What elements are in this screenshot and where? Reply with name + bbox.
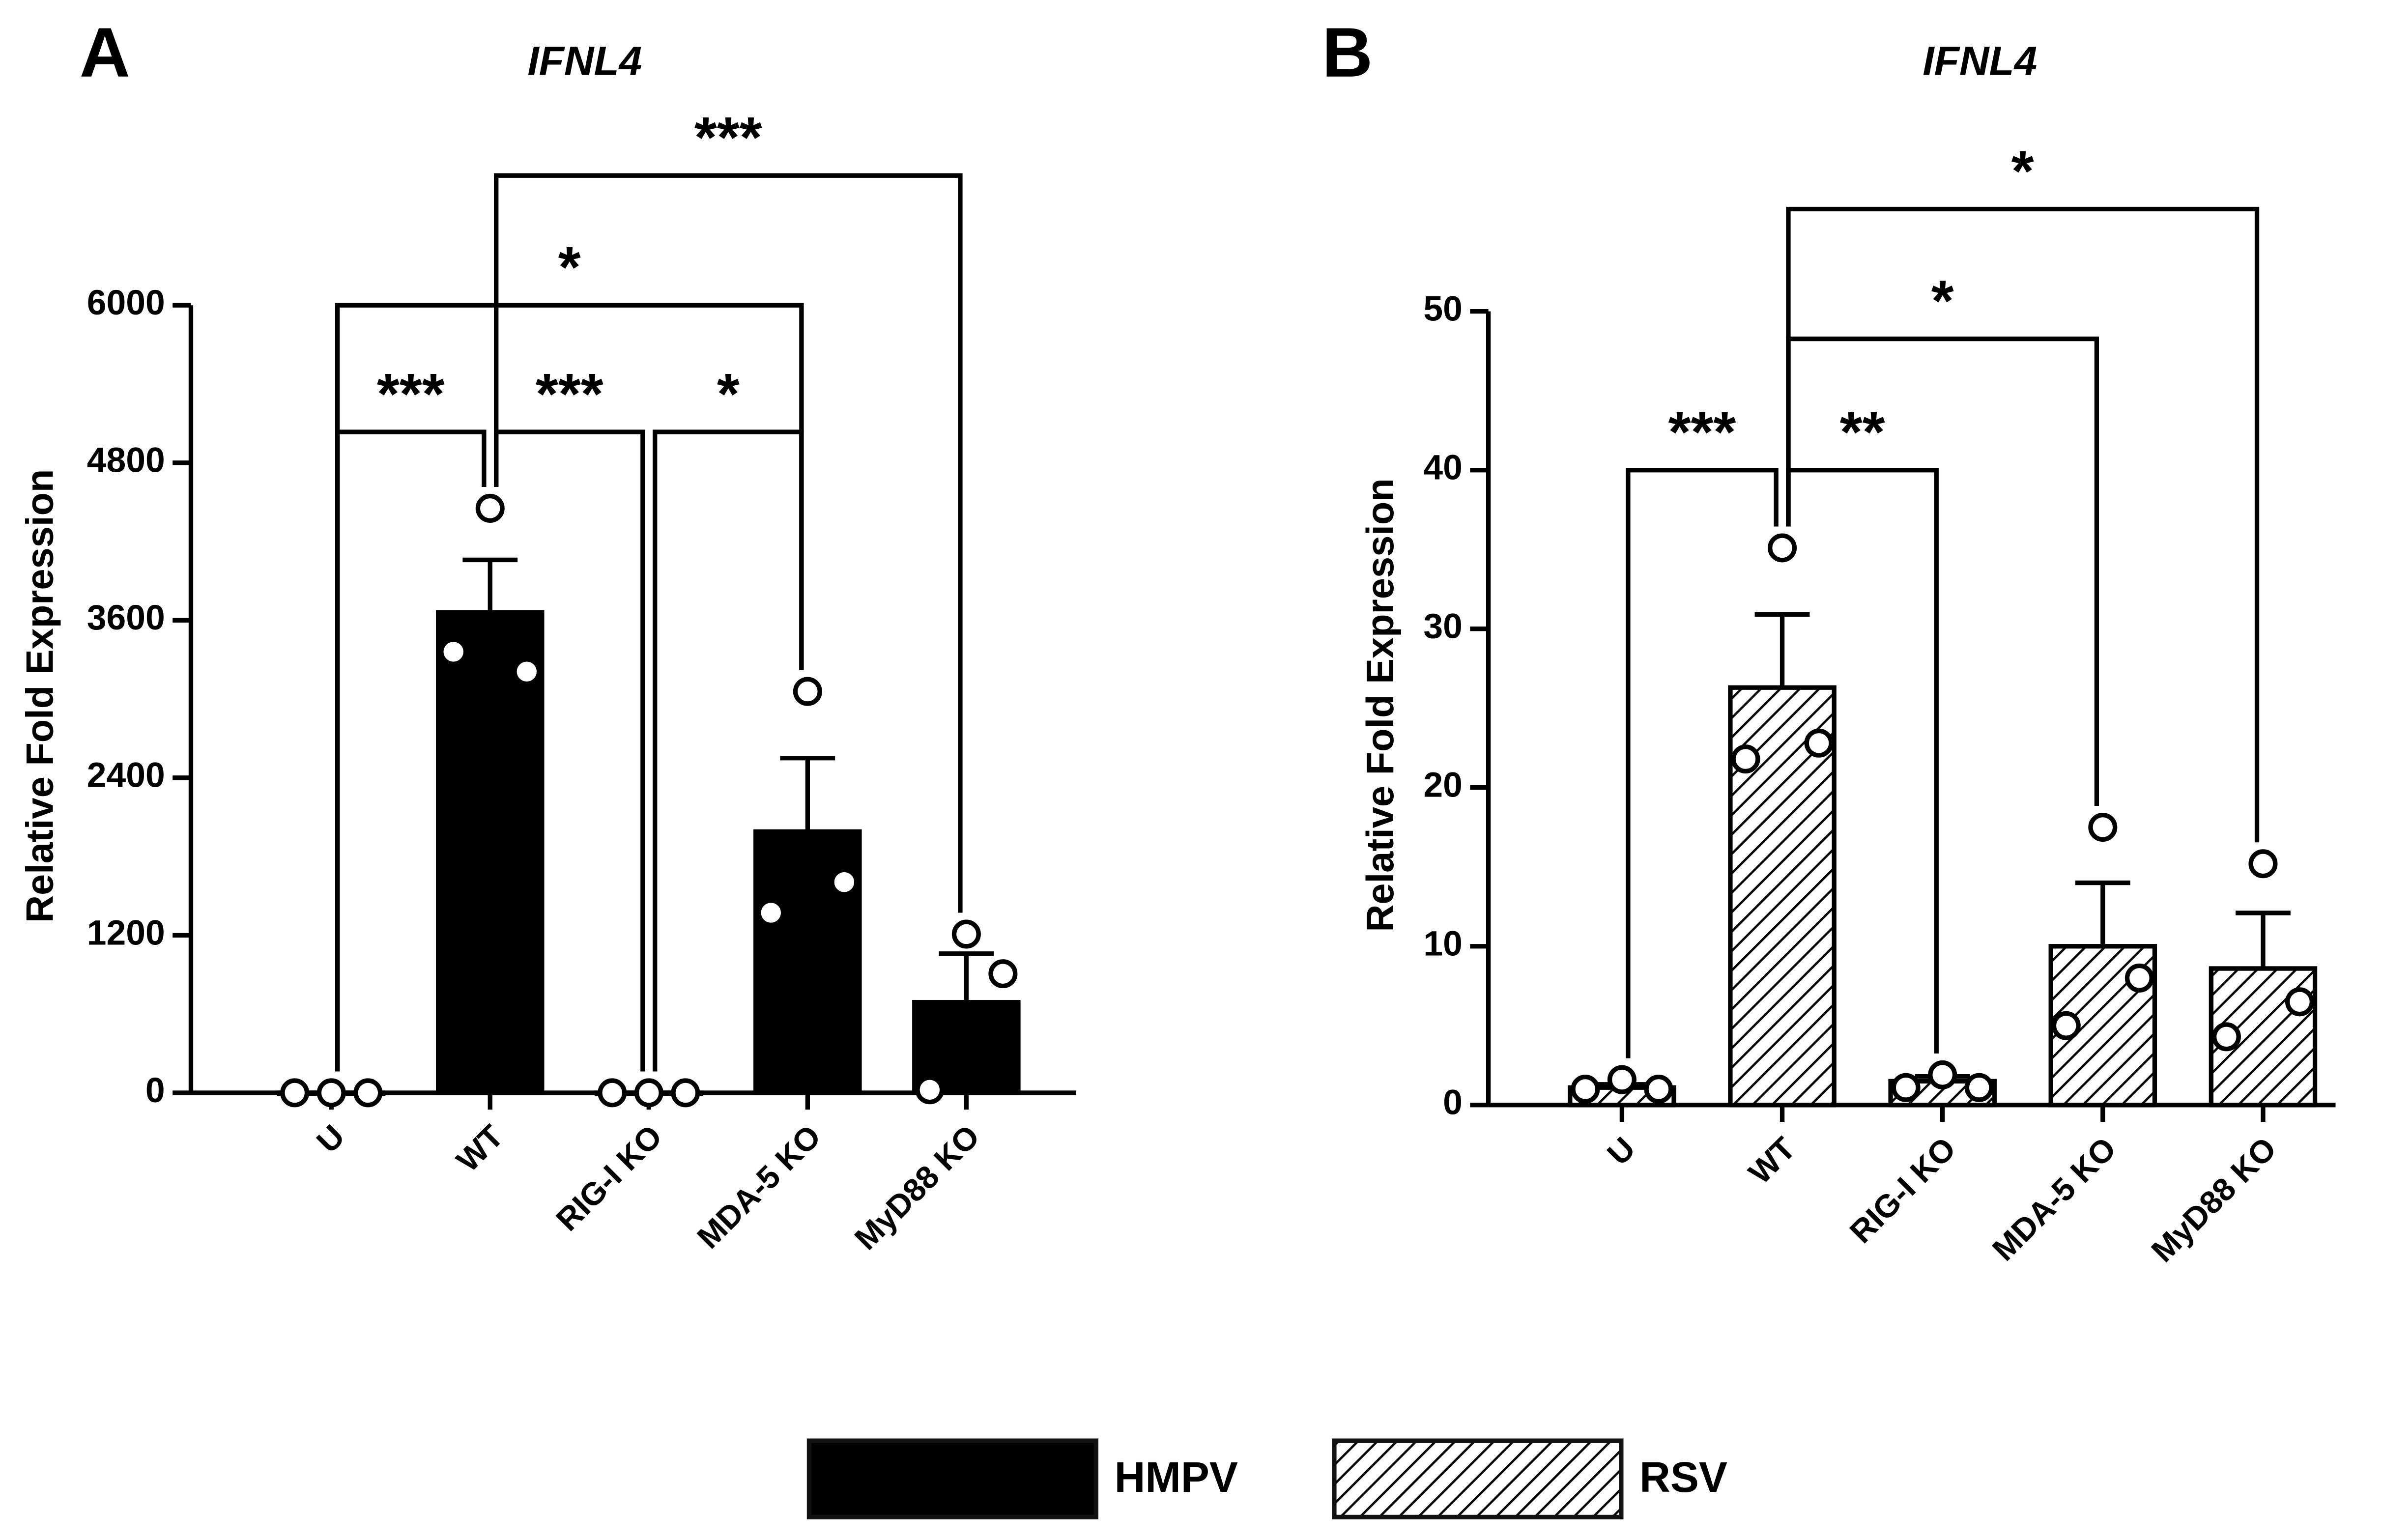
data-point <box>353 1078 383 1108</box>
chart-title: IFNL4 <box>1923 38 2037 84</box>
data-point <box>1607 1065 1637 1094</box>
x-tick-label: RIG-I KO <box>1843 1130 1963 1250</box>
y-axis-title: Relative Fold Expression <box>1359 478 1402 932</box>
significance-label: *** <box>536 362 603 427</box>
y-tick-label: 4800 <box>87 441 165 480</box>
chart-title: IFNL4 <box>527 38 642 84</box>
significance-label: * <box>558 235 581 300</box>
y-tick-label: 30 <box>1423 607 1462 646</box>
significance-label: * <box>2011 139 2034 203</box>
data-point <box>1731 744 1760 774</box>
x-tick-label: WT <box>1742 1130 1802 1191</box>
bar <box>436 610 545 1095</box>
y-tick-label: 50 <box>1423 289 1462 329</box>
data-point <box>1928 1060 1957 1089</box>
data-point <box>512 657 542 686</box>
data-point <box>915 1075 945 1105</box>
data-point <box>830 867 859 897</box>
legend-swatch <box>1332 1438 1624 1520</box>
significance-label: *** <box>694 105 762 170</box>
data-point <box>1964 1073 1994 1102</box>
y-tick-label: 40 <box>1423 448 1462 487</box>
data-point <box>1644 1074 1673 1104</box>
y-tick-label: 20 <box>1423 766 1462 805</box>
x-tick-label: MyD88 KO <box>848 1118 986 1256</box>
y-tick-label: 1200 <box>87 913 165 952</box>
x-tick-label: WT <box>450 1118 510 1178</box>
data-point <box>793 677 822 706</box>
data-point <box>2248 849 2278 879</box>
panel-label: A <box>80 14 130 92</box>
data-point <box>316 1078 346 1108</box>
chart: A IFNL4 Relative Fold Expression 0 1200 2400 3… <box>19 14 1238 1520</box>
x-tick-label: U <box>310 1118 351 1160</box>
significance-label: ** <box>1840 400 1885 465</box>
data-point <box>1571 1074 1600 1104</box>
x-tick-label: MDA-5 KO <box>690 1118 828 1255</box>
data-point <box>634 1078 663 1108</box>
data-point <box>280 1078 310 1108</box>
x-tick-label: MyD88 KO <box>2144 1130 2283 1269</box>
chart: B IFNL4 Relative Fold Expression 0 10 20 30 40 5… <box>1322 14 2336 1520</box>
significance-bracket <box>335 303 804 1072</box>
y-tick-label: 2400 <box>87 756 165 795</box>
legend-label: RSV <box>1639 1454 1727 1501</box>
data-point <box>2125 963 2154 993</box>
data-point <box>2051 1011 2081 1040</box>
data-point <box>756 898 786 927</box>
significance-label: *** <box>377 362 445 427</box>
bar <box>753 829 862 1095</box>
legend-swatch <box>806 1438 1099 1520</box>
x-tick-label: MDA-5 KO <box>1985 1130 2123 1268</box>
y-tick-label: 10 <box>1423 924 1462 964</box>
x-tick-label: U <box>1600 1130 1642 1172</box>
significance-label: * <box>1931 268 1954 333</box>
panel-label: B <box>1322 14 1373 92</box>
data-point <box>2211 1022 2241 1052</box>
significance-label: *** <box>1668 400 1736 465</box>
y-tick-label: 0 <box>1443 1083 1463 1122</box>
data-point <box>598 1078 627 1108</box>
data-point <box>439 637 468 666</box>
significance-bracket <box>1626 468 1779 1058</box>
data-point <box>988 959 1018 989</box>
data-point <box>1891 1073 1921 1102</box>
y-tick-label: 3600 <box>87 598 165 637</box>
data-point <box>2285 987 2314 1017</box>
x-tick-label: RIG-I KO <box>549 1118 669 1238</box>
data-point <box>1768 533 1797 563</box>
y-axis-title: Relative Fold Expression <box>19 469 61 923</box>
data-point <box>951 919 981 949</box>
data-point <box>1804 728 1834 758</box>
significance-bracket <box>494 173 963 913</box>
significance-label: * <box>717 362 740 427</box>
significance-bracket <box>1786 206 2260 843</box>
y-tick-label: 6000 <box>87 283 165 322</box>
y-tick-label: 0 <box>145 1071 165 1110</box>
legend-label: HMPV <box>1115 1454 1238 1501</box>
data-point <box>475 493 505 523</box>
data-point <box>2088 812 2118 842</box>
data-point <box>671 1078 700 1108</box>
